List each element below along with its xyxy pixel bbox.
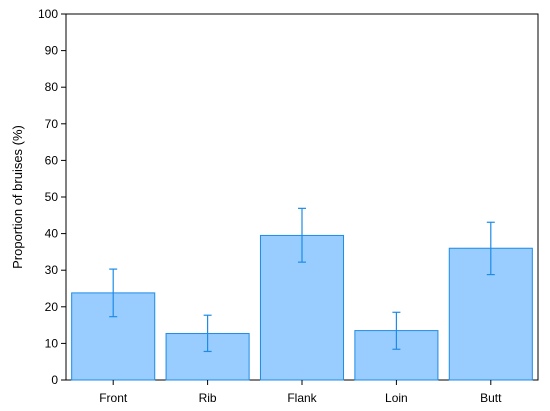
x-tick-label-butt: Butt <box>480 391 502 405</box>
y-tick-label: 80 <box>45 80 59 94</box>
error-bars <box>109 207 495 353</box>
error-bar-flank <box>298 207 306 263</box>
y-tick-label: 50 <box>45 190 59 204</box>
y-tick-label: 10 <box>45 336 59 350</box>
y-tick-label: 30 <box>45 263 59 277</box>
error-bar-front <box>109 268 118 318</box>
x-axis: Front Rib Flank Loin Butt <box>99 380 502 405</box>
y-tick-label: 60 <box>45 153 59 167</box>
y-axis: 0 10 20 30 40 50 60 70 80 90 100 <box>38 7 66 387</box>
y-tick-label: 100 <box>38 7 58 21</box>
y-tick-label: 40 <box>45 227 59 241</box>
error-bar-butt <box>486 221 495 276</box>
y-tick-label: 0 <box>51 373 58 387</box>
error-bar-loin <box>392 311 401 350</box>
x-tick-label-rib: Rib <box>199 391 217 405</box>
error-bar-rib <box>203 314 212 353</box>
y-tick-label: 90 <box>45 44 59 58</box>
x-tick-label-front: Front <box>99 391 128 405</box>
x-tick-label-loin: Loin <box>385 391 408 405</box>
y-tick-label: 20 <box>45 300 59 314</box>
x-tick-label-flank: Flank <box>287 391 317 405</box>
y-axis-label: Proportion of bruises (%) <box>10 125 25 269</box>
y-tick-label: 70 <box>45 117 59 131</box>
